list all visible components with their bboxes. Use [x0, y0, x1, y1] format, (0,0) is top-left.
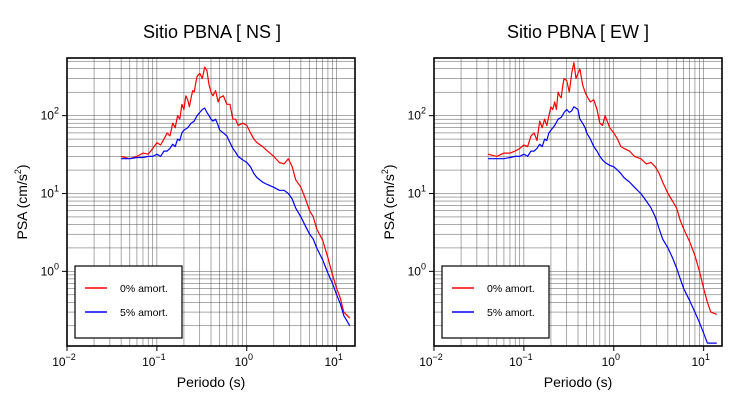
y-axis-label-base: PSA (cm/s — [381, 174, 397, 239]
y-axis-label-base: PSA (cm/s — [14, 174, 30, 239]
y-tick-label: 102 — [41, 106, 59, 123]
x-tick-label: 10−2 — [419, 352, 443, 369]
y-axis-label-exp: 2 — [13, 169, 23, 174]
series-line-damped — [121, 107, 351, 327]
x-tick-exp: −2 — [433, 352, 443, 362]
x-tick-label: 100 — [235, 352, 253, 369]
x-tick-exp: −1 — [522, 352, 532, 362]
chart-title: Sitio PBNA [ EW ] — [507, 22, 649, 42]
x-tick-base: 10 — [691, 355, 705, 369]
y-tick-label: 100 — [408, 261, 426, 278]
y-tick-label: 101 — [408, 184, 426, 201]
x-tick-exp: 1 — [705, 352, 710, 362]
y-tick-exp: 0 — [421, 261, 426, 271]
x-axis-label: Periodo (s) — [544, 374, 612, 390]
plot-frame — [66, 57, 356, 347]
x-tick-label: 10−1 — [142, 352, 166, 369]
x-tick-label: 100 — [602, 352, 620, 369]
legend-label: 5% amort. — [120, 307, 168, 319]
x-tick-exp: −1 — [155, 352, 165, 362]
series-group — [487, 62, 718, 344]
y-tick-base: 10 — [41, 187, 55, 201]
x-tick-exp: −2 — [66, 352, 76, 362]
y-tick-exp: 0 — [54, 261, 59, 271]
chart-title: Sitio PBNA [ NS ] — [143, 22, 281, 42]
x-tick-label: 10−2 — [52, 352, 76, 369]
y-tick-exp: 1 — [54, 184, 59, 194]
x-tick-base: 10 — [142, 355, 156, 369]
y-axis-label-close: ) — [381, 164, 397, 169]
y-tick-base: 10 — [41, 264, 55, 278]
legend-box — [441, 265, 550, 339]
x-tick-base: 10 — [324, 355, 338, 369]
y-tick-exp: 2 — [54, 106, 59, 116]
y-axis-label: PSA (cm/s2) — [13, 164, 30, 239]
x-tick-base: 10 — [602, 355, 616, 369]
series-line-damped — [488, 106, 717, 344]
series-line-undamped — [120, 66, 351, 319]
y-axis-label: PSA (cm/s2) — [380, 164, 397, 239]
y-tick-base: 10 — [408, 264, 422, 278]
series-line-undamped — [487, 62, 718, 315]
x-tick-exp: 0 — [615, 352, 620, 362]
x-tick-exp: 1 — [338, 352, 343, 362]
y-tick-exp: 1 — [421, 184, 426, 194]
x-tick-base: 10 — [419, 355, 433, 369]
x-tick-label: 10−1 — [509, 352, 533, 369]
y-axis-label-exp: 2 — [380, 169, 390, 174]
x-tick-exp: 0 — [248, 352, 253, 362]
x-tick-label: 101 — [691, 352, 709, 369]
x-axis-label: Periodo (s) — [177, 374, 245, 390]
y-tick-label: 100 — [41, 261, 59, 278]
y-tick-label: 101 — [41, 184, 59, 201]
legend-label: 5% amort. — [487, 307, 535, 319]
x-tick-base: 10 — [509, 355, 523, 369]
y-tick-base: 10 — [408, 187, 422, 201]
gridlines — [66, 58, 355, 346]
legend-box — [74, 265, 183, 339]
series-group — [120, 66, 351, 327]
legend: 0% amort. 5% amort. — [441, 265, 550, 339]
y-tick-exp: 2 — [421, 106, 426, 116]
x-tick-base: 10 — [235, 355, 249, 369]
y-tick-label: 102 — [408, 106, 426, 123]
legend-label: 0% amort. — [120, 283, 168, 295]
legend: 0% amort. 5% amort. — [74, 265, 183, 339]
y-tick-base: 10 — [408, 109, 422, 123]
legend-label: 0% amort. — [487, 283, 535, 295]
y-axis-label-close: ) — [14, 164, 30, 169]
y-tick-base: 10 — [41, 109, 55, 123]
x-tick-label: 101 — [324, 352, 342, 369]
x-tick-base: 10 — [52, 355, 66, 369]
plot-frame — [433, 57, 723, 347]
